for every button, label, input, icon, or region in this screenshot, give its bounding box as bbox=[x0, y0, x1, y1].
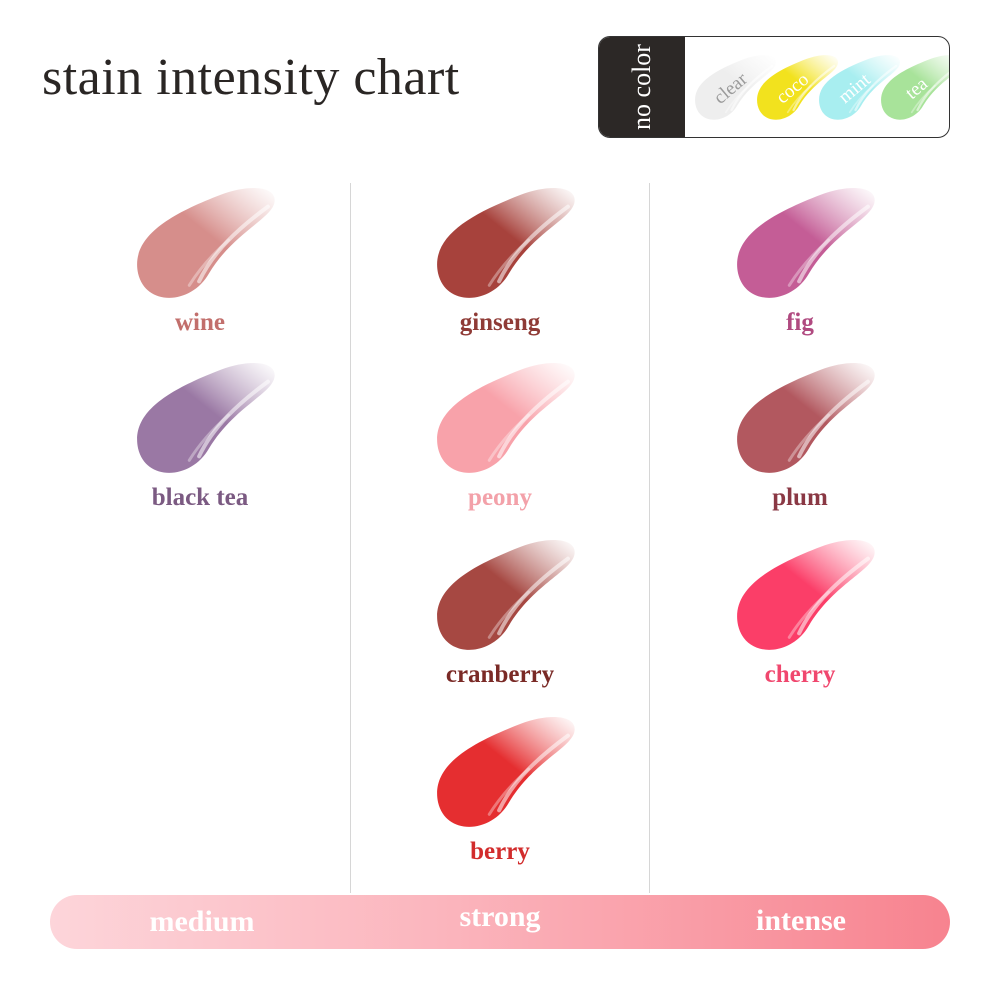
shade-label: black tea bbox=[151, 484, 249, 511]
shade-cherry: cherry bbox=[700, 535, 900, 705]
intensity-scale-bar: medium strong intense bbox=[50, 895, 950, 949]
swatch-shape bbox=[737, 363, 875, 473]
swatch-shape bbox=[437, 363, 575, 473]
shade-label: berry bbox=[470, 838, 530, 865]
swatch-shape bbox=[137, 363, 275, 473]
shade-berry: berry bbox=[400, 712, 600, 882]
swatch-coco: coco bbox=[753, 49, 841, 127]
swatch-clear: clear bbox=[691, 49, 779, 127]
shade-black-tea: black tea bbox=[100, 358, 300, 528]
swatch-shape bbox=[881, 55, 949, 120]
shade-plum: plum bbox=[700, 358, 900, 528]
scale-label-medium: medium bbox=[149, 905, 255, 938]
swatch-shape bbox=[695, 55, 776, 120]
shade-label: cranberry bbox=[445, 661, 555, 688]
shade-label: ginseng bbox=[459, 309, 541, 336]
swatch-tea: tea bbox=[877, 49, 949, 127]
shade-wine: wine bbox=[100, 183, 300, 353]
shade-cranberry: cranberry bbox=[400, 535, 600, 705]
shade-label: cherry bbox=[764, 661, 836, 688]
shade-label: wine bbox=[175, 309, 225, 336]
shade-fig: fig bbox=[700, 183, 900, 353]
swatch-shape bbox=[737, 188, 875, 298]
scale-label-intense: intense bbox=[756, 904, 846, 937]
column-divider bbox=[350, 183, 351, 893]
shade-label: plum bbox=[772, 484, 828, 511]
no-color-legend: no color clear coco mint tea bbox=[598, 36, 950, 138]
swatch-shape bbox=[737, 540, 875, 650]
swatch-shape bbox=[437, 717, 575, 827]
shade-label: peony bbox=[468, 484, 532, 511]
swatch-mint: mint bbox=[815, 49, 903, 127]
shade-label: fig bbox=[786, 309, 814, 336]
scale-label-strong: strong bbox=[459, 900, 541, 933]
swatch-shape bbox=[137, 188, 275, 298]
no-color-label: no color bbox=[627, 44, 656, 130]
no-color-label-box: no color bbox=[599, 37, 685, 137]
shade-peony: peony bbox=[400, 358, 600, 528]
swatch-shape bbox=[437, 540, 575, 650]
page-title: stain intensity chart bbox=[42, 49, 460, 106]
swatch-shape bbox=[819, 55, 900, 120]
swatch-shape bbox=[437, 188, 575, 298]
swatch-shape bbox=[757, 55, 838, 120]
shade-ginseng: ginseng bbox=[400, 183, 600, 353]
column-divider bbox=[649, 183, 650, 893]
